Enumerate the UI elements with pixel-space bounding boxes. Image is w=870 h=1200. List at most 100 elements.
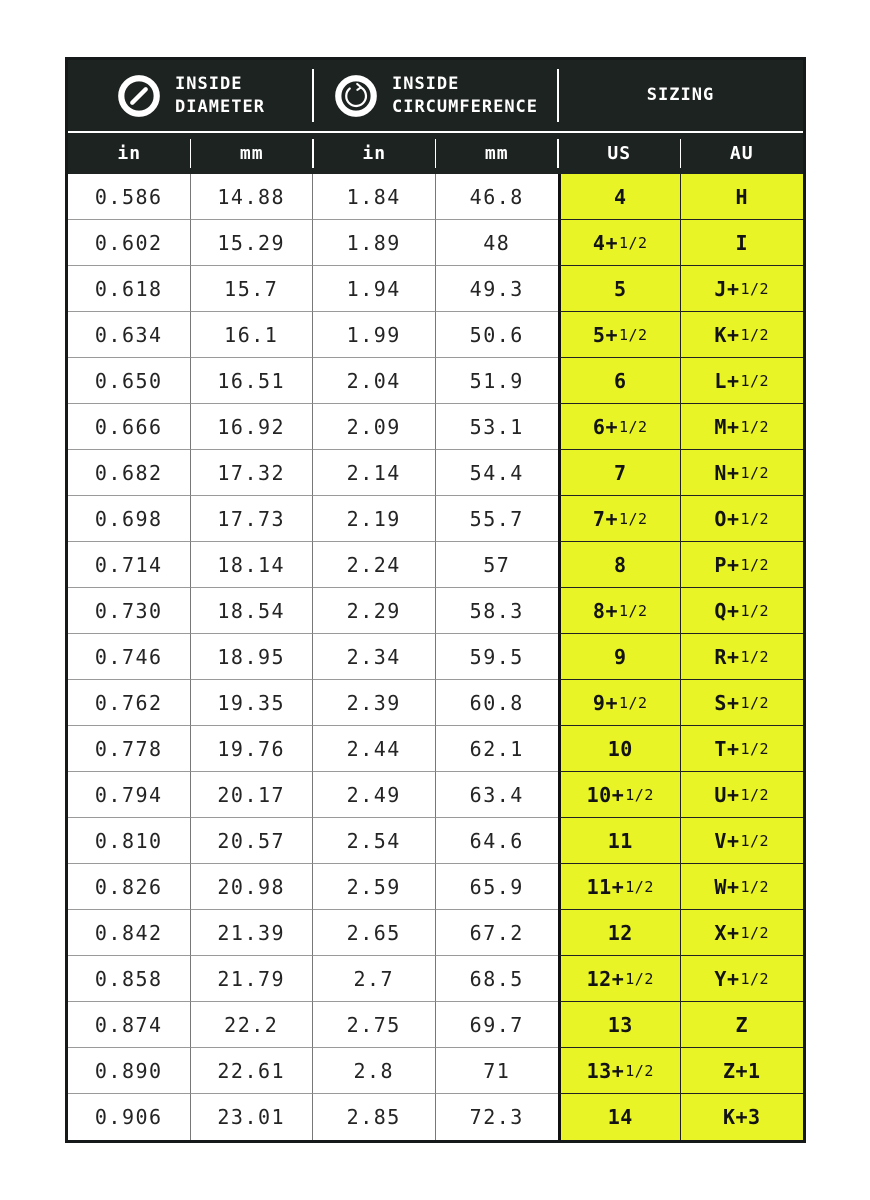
value-cell: 15.29 [190,220,313,266]
value-cell: 0.890 [68,1048,191,1094]
size-cell: R+ 1/2 [680,634,803,680]
value-cell: 2.54 [313,818,436,864]
value-cell: 0.858 [68,956,191,1002]
value-cell: 59.5 [435,634,558,680]
value-cell: 2.49 [313,772,436,818]
value-cell: 2.44 [313,726,436,772]
ring-size-table: INSIDE DIAMETER INSIDE CIRCUMFERENCE SIZ… [65,57,806,1143]
header-title-circumference: INSIDE CIRCUMFERENCE [391,73,539,117]
value-cell: 0.682 [68,450,191,496]
value-cell: 16.92 [190,404,313,450]
size-cell: V+ 1/2 [680,818,803,864]
value-cell: 0.602 [68,220,191,266]
size-cell: 7 [558,450,681,496]
value-cell: 21.79 [190,956,313,1002]
value-cell: 1.94 [313,266,436,312]
size-cell: 5 [558,266,681,312]
size-cell: 4 [558,174,681,220]
value-cell: 2.04 [313,358,436,404]
value-cell: 22.61 [190,1048,313,1094]
size-cell: 11 [558,818,681,864]
value-cell: 1.84 [313,174,436,220]
header-title-sizing: SIZING [646,85,715,106]
value-cell: 51.9 [435,358,558,404]
value-cell: 2.59 [313,864,436,910]
value-cell: 18.14 [190,542,313,588]
size-cell: 12+ 1/2 [558,956,681,1002]
header-section-circumference: INSIDE CIRCUMFERENCE [312,60,558,131]
size-cell: 10+ 1/2 [558,772,681,818]
value-cell: 64.6 [435,818,558,864]
value-cell: 0.698 [68,496,191,542]
value-cell: 2.7 [313,956,436,1002]
value-cell: 18.54 [190,588,313,634]
value-cell: 0.826 [68,864,191,910]
value-cell: 16.51 [190,358,313,404]
size-cell: Q+ 1/2 [680,588,803,634]
value-cell: 0.586 [68,174,191,220]
value-cell: 22.2 [190,1002,313,1048]
value-cell: 0.634 [68,312,191,358]
table-header: INSIDE DIAMETER INSIDE CIRCUMFERENCE SIZ… [68,60,803,174]
value-cell: 58.3 [435,588,558,634]
size-cell: 8 [558,542,681,588]
header-title-diameter: INSIDE DIAMETER [175,73,265,117]
value-cell: 20.98 [190,864,313,910]
size-cell: S+ 1/2 [680,680,803,726]
value-cell: 2.19 [313,496,436,542]
value-cell: 72.3 [469,1105,524,1129]
size-cell: 9+ 1/2 [558,680,681,726]
size-cell: 6+ 1/2 [558,404,681,450]
size-cell: 5+ 1/2 [558,312,681,358]
header-divider-line [68,131,803,133]
value-cell: 1.99 [313,312,436,358]
value-cell: 50.6 [435,312,558,358]
size-cell: H [680,174,803,220]
column-header-au: AU [679,133,804,174]
value-cell: 23.01 [191,1094,313,1140]
value-cell: 0.714 [68,542,191,588]
table-body: 0.586 14.88 1.84 46.8 4 H 0.602 15.29 1.89 48 4+ 1/… [68,174,803,1140]
value-cell: 2.65 [313,910,436,956]
value-cell: 54.4 [435,450,558,496]
circumference-icon [333,73,379,119]
size-cell: O+ 1/2 [680,496,803,542]
size-cell: 8+ 1/2 [558,588,681,634]
header-section-diameter: INSIDE DIAMETER [68,60,313,131]
header-section-sizing: SIZING [557,60,803,131]
size-cell: 7+ 1/2 [558,496,681,542]
value-cell: 0.618 [68,266,191,312]
value-cell: 20.17 [190,772,313,818]
value-cell: 19.35 [190,680,313,726]
value-cell: 71 [435,1048,558,1094]
value-cell: 2.85 [313,1094,436,1140]
size-cell: Z [680,1002,803,1048]
value-cell: 0.778 [68,726,191,772]
value-cell: 67.2 [435,910,558,956]
value-cell: 2.29 [313,588,436,634]
value-cell: 16.1 [190,312,313,358]
value-cell: 0.730 [68,588,191,634]
value-cell: 0.842 [68,910,191,956]
value-cell: 53.1 [435,404,558,450]
value-cell: 0.746 [68,634,191,680]
column-header-row: in mm in mm US AU [68,133,803,174]
header-group-row: INSIDE DIAMETER INSIDE CIRCUMFERENCE SIZ… [68,60,803,131]
size-cell: P+ 1/2 [680,542,803,588]
size-cell: W+ 1/2 [680,864,803,910]
size-cell: 6 [558,358,681,404]
value-cell: 15.7 [190,266,313,312]
value-cell: 48 [435,220,558,266]
value-cell: 14.88 [190,174,313,220]
value-cell: 0.810 [68,818,191,864]
size-cell: M+ 1/2 [680,404,803,450]
size-cell: 13 [558,1002,681,1048]
size-cell: X+ 1/2 [680,910,803,956]
value-cell: 0.874 [68,1002,191,1048]
column-header-us: US [557,133,681,174]
column-header-circumference-mm: mm [434,133,559,174]
size-cell: Z+1 [680,1048,803,1094]
value-cell: 0.906 [68,1094,191,1140]
value-cell: 65.9 [435,864,558,910]
